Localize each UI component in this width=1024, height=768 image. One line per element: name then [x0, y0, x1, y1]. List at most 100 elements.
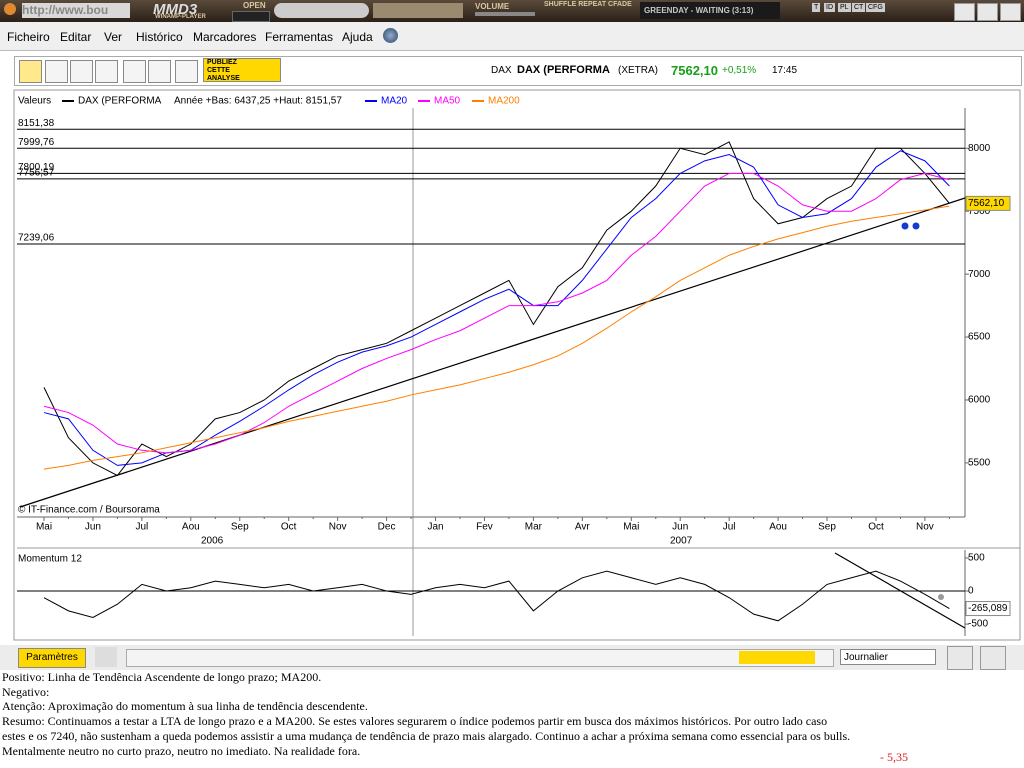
tab[interactable]: CFG — [866, 3, 885, 12]
publish-button[interactable]: PUBLIEZ CETTE ANALYSE — [203, 58, 281, 82]
print-button[interactable] — [95, 647, 117, 667]
scrollbar[interactable] — [126, 649, 834, 667]
marker-dot — [901, 222, 909, 230]
menu-item[interactable]: Histórico — [136, 30, 183, 44]
globe-icon[interactable] — [383, 28, 398, 43]
comment-line: Resumo: Continuamos a testar a LTA de lo… — [2, 714, 828, 728]
tab[interactable]: ID — [824, 3, 835, 12]
price: 7562,10 — [671, 63, 718, 78]
menu-item[interactable]: Ver — [104, 30, 123, 44]
open-button[interactable] — [232, 11, 270, 22]
series-line — [43, 172, 950, 454]
period-select[interactable]: Journalier — [840, 649, 936, 665]
level-label: 8151,38 — [18, 118, 55, 129]
x-tick-label: Dec — [378, 522, 396, 533]
y-tick-label: 5500 — [968, 458, 991, 469]
x-tick-label: Oct — [281, 522, 297, 533]
address[interactable]: http://www.bou — [22, 3, 130, 18]
tool-channel[interactable] — [123, 60, 146, 83]
comment-line: Negativo: — [2, 685, 50, 699]
legend-label: MA50 — [434, 96, 461, 107]
x-tick-label: Jul — [135, 522, 148, 533]
marker-dot — [912, 222, 920, 230]
tab[interactable]: CT — [852, 3, 866, 12]
score: - 5,35 — [880, 750, 908, 764]
source: © IT-Finance.com / Boursorama — [18, 505, 160, 516]
value-tag — [965, 601, 1011, 617]
x-tick-label: Mai — [623, 522, 639, 533]
value-tag — [965, 195, 1011, 211]
browser-icon — [4, 3, 16, 15]
close-button[interactable] — [1000, 3, 1021, 21]
tool-delete[interactable] — [175, 60, 198, 83]
tool-line[interactable] — [45, 60, 68, 83]
legend-header: Valeurs — [18, 96, 51, 107]
publish-text: ANALYSE — [207, 75, 240, 82]
change: +0,51% — [722, 65, 757, 76]
value-tag-label: -265,089 — [968, 603, 1008, 614]
publish-text: PUBLIEZ — [207, 59, 237, 66]
level-label: 7239,06 — [18, 233, 55, 244]
title-bar: http://www.bou MMD3 WINAMP-PLAYER OPEN V… — [0, 0, 1024, 22]
series-line — [43, 570, 950, 622]
eject-button[interactable] — [373, 3, 463, 18]
x-tick-label: Sep — [231, 522, 249, 533]
menu-bar: Ficheiro Editar Ver Histórico Marcadores… — [0, 22, 1024, 51]
comment-line: Mentalmente neutro no curto prazo, neutr… — [2, 744, 361, 758]
level-label: 7756,57 — [18, 168, 55, 179]
marker-dot — [938, 594, 944, 600]
series-line — [43, 141, 950, 477]
x-tick-label: Oct — [868, 522, 884, 533]
y-tick-label: -500 — [968, 619, 988, 630]
tool-fan[interactable] — [148, 60, 171, 83]
restore-button[interactable] — [977, 3, 998, 21]
publish-text: CETTE — [207, 67, 230, 74]
tab[interactable]: T — [812, 3, 821, 12]
player-tabs: T ID PL CT CFG — [812, 2, 885, 18]
player-subtitle: WINAMP-PLAYER — [155, 14, 206, 20]
level-label: 7800,19 — [18, 162, 55, 173]
menu-item[interactable]: Ficheiro — [7, 30, 50, 44]
series-line — [43, 205, 950, 470]
x-tick-label: Jul — [723, 522, 736, 533]
y-tick-label: 0 — [968, 586, 974, 597]
transport-buttons[interactable] — [274, 3, 369, 18]
minimize-button[interactable] — [954, 3, 975, 21]
scroll-thumb[interactable] — [739, 651, 815, 664]
menu-item[interactable]: Ferramentas — [265, 30, 334, 44]
tool-chart[interactable] — [95, 60, 118, 83]
x-tick-label: Jan — [427, 522, 443, 533]
time: 17:45 — [772, 65, 798, 76]
x-tick-label: Jun — [85, 522, 101, 533]
year-label: 2007 — [670, 536, 693, 547]
x-tick-label: Aou — [769, 522, 787, 533]
track-display: GREENDAY - WAITING (3:13) — [640, 2, 780, 19]
range-text: Année +Bas: 6437,25 +Haut: 8151,57 — [174, 96, 342, 107]
volume-slider[interactable] — [475, 12, 535, 16]
legend-label: DAX (PERFORMA — [78, 96, 162, 107]
x-tick-label: Aou — [182, 522, 200, 533]
comment-line: estes e os 7240, não sustenham a queda p… — [2, 729, 851, 743]
comment-line: Atenção: Aproximação do momentum à sua l… — [2, 699, 368, 713]
zoom-out-button[interactable] — [947, 646, 973, 670]
x-tick-label: Fev — [476, 522, 493, 533]
momentum-title: Momentum 12 — [18, 554, 82, 565]
menu-item[interactable]: Marcadores — [193, 30, 257, 44]
menu-item[interactable]: Ajuda — [342, 30, 373, 44]
tool-zoom[interactable] — [19, 60, 42, 83]
tab[interactable]: PL — [838, 3, 851, 12]
settings-button[interactable]: Paramètres — [18, 648, 86, 668]
menu-item[interactable]: Editar — [60, 30, 92, 44]
x-tick-label: Jun — [672, 522, 688, 533]
tool-hline[interactable] — [70, 60, 93, 83]
control-bar: Paramètres Journalier — [0, 645, 1024, 670]
market: (XETRA) — [618, 65, 658, 76]
comment-line: Positivo: Linha de Tendência Ascendente … — [2, 670, 322, 684]
zoom-in-button[interactable] — [980, 646, 1006, 670]
toolbar: PUBLIEZ CETTE ANALYSE DAX DAX (PERFORMA … — [14, 56, 1022, 86]
series-line — [43, 150, 950, 466]
chart-frame — [13, 89, 1021, 641]
x-tick-label: Nov — [329, 522, 347, 533]
open-label[interactable]: OPEN — [243, 1, 266, 10]
